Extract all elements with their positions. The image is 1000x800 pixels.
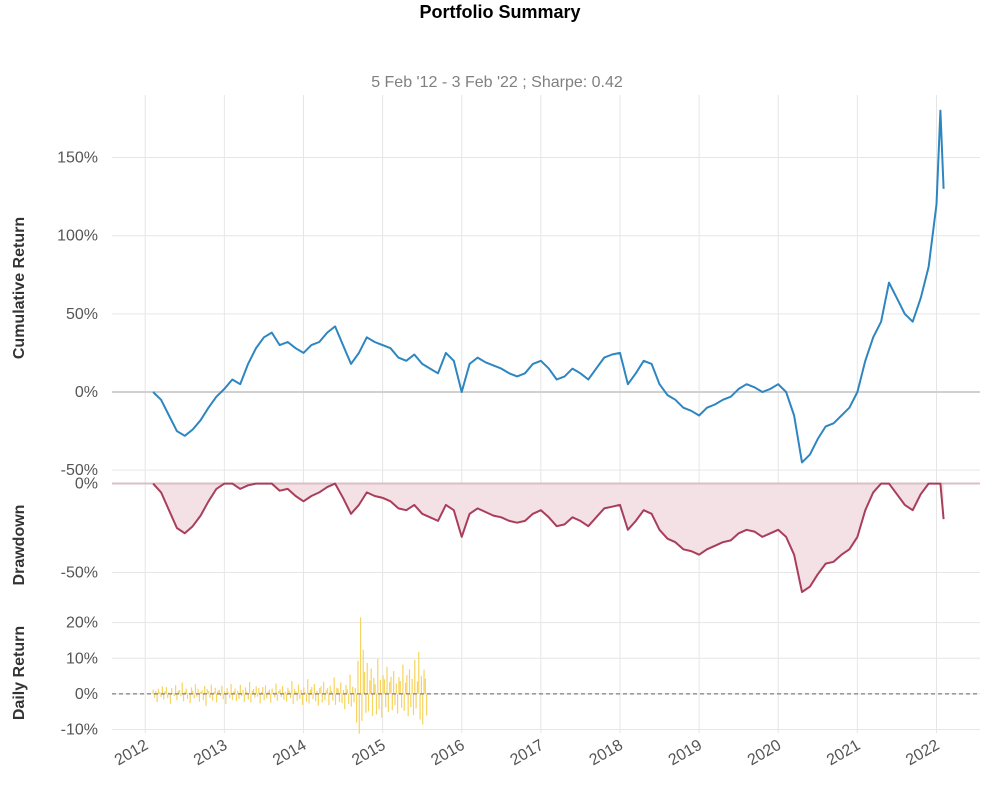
x-tick-label: 2021	[824, 737, 863, 770]
y-tick-label: 10%	[66, 650, 98, 667]
y-tick-labels: -50%0%50%100%150%-50%0%-10%0%10%20%	[57, 150, 98, 739]
y-tick-label: 100%	[57, 228, 98, 245]
x-tick-label: 2020	[745, 737, 784, 770]
grid-lines	[112, 95, 980, 733]
x-tick-label: 2015	[349, 737, 388, 770]
x-tick-label: 2016	[428, 737, 467, 770]
y-tick-label: 0%	[75, 476, 98, 493]
x-tick-label: 2019	[666, 737, 705, 770]
cumulative-return-axis-label: Cumulative Return	[11, 217, 28, 359]
x-tick-label: 2022	[903, 737, 942, 770]
x-tick-labels: 2012 2013 2014 2015 2016 2017 2018 2019 2020 2021…	[112, 737, 943, 770]
y-tick-label: -10%	[61, 721, 98, 738]
cumulative-return-line	[152, 109, 945, 464]
y-tick-label: -50%	[61, 462, 98, 479]
x-tick-label: 2018	[587, 737, 626, 770]
daily-return-axis-label: Daily Return	[11, 626, 28, 720]
drawdown-axis-label: Drawdown	[11, 505, 28, 586]
y-tick-label: 20%	[66, 615, 98, 632]
drawdown-panel	[112, 482, 980, 593]
x-tick-label: 2017	[508, 737, 547, 770]
chart-title: Portfolio Summary	[419, 2, 580, 22]
cumulative-return-panel	[112, 109, 980, 464]
x-tick-label: 2014	[270, 737, 309, 770]
y-tick-label: 0%	[75, 686, 98, 703]
y-tick-label: -50%	[61, 564, 98, 581]
daily-return-panel	[112, 617, 980, 734]
drawdown-line	[152, 482, 945, 593]
x-tick-label: 2013	[191, 737, 230, 770]
y-tick-label: 150%	[57, 150, 98, 167]
y-tick-label: 0%	[75, 384, 98, 401]
y-tick-label: 50%	[66, 306, 98, 323]
chart-subtitle: 5 Feb '12 - 3 Feb '22 ; Sharpe: 0.42	[371, 74, 623, 91]
drawdown-area	[153, 483, 944, 592]
x-tick-label: 2012	[112, 737, 151, 770]
